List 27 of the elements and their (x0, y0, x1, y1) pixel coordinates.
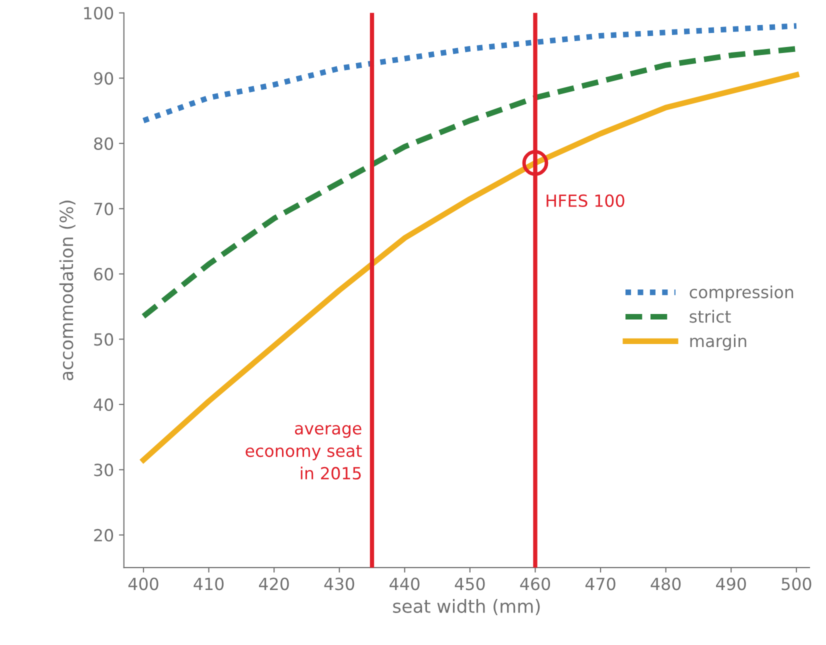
y-tick-label: 40 (94, 398, 114, 412)
x-axis-title: seat width (mm) (393, 599, 540, 616)
y-tick-label: 80 (94, 137, 114, 150)
y-tick-label: 60 (94, 268, 114, 281)
y-tick-label: 30 (94, 464, 114, 476)
x-tick-label: 450 (454, 578, 485, 590)
x-tick-label: 500 (782, 578, 812, 590)
x-tick-label: 490 (716, 578, 746, 590)
legend-label: strict (690, 310, 731, 323)
ref-line-label: average economy seat in 2015 (246, 425, 362, 480)
x-tick-label: 460 (520, 578, 550, 590)
x-tick-label: 430 (324, 578, 354, 590)
legend-label: margin (690, 334, 746, 351)
x-tick-label: 480 (650, 578, 681, 590)
x-tick-label: 400 (128, 578, 158, 590)
y-tick-label: 70 (94, 202, 114, 216)
x-tick-label: 410 (194, 578, 224, 590)
y-tick-label: 90 (94, 72, 114, 85)
legend-label: compression (690, 285, 794, 302)
x-tick-label: 440 (390, 578, 420, 590)
y-axis-title: accommodation (%) (59, 200, 76, 380)
y-tick-label: 50 (94, 333, 114, 346)
y-tick-label: 20 (94, 528, 114, 542)
x-tick-label: 420 (258, 578, 289, 590)
y-tick-label: 100 (84, 6, 114, 20)
x-tick-label: 470 (585, 578, 616, 590)
ref-line-label: HFES 100 (546, 194, 624, 207)
